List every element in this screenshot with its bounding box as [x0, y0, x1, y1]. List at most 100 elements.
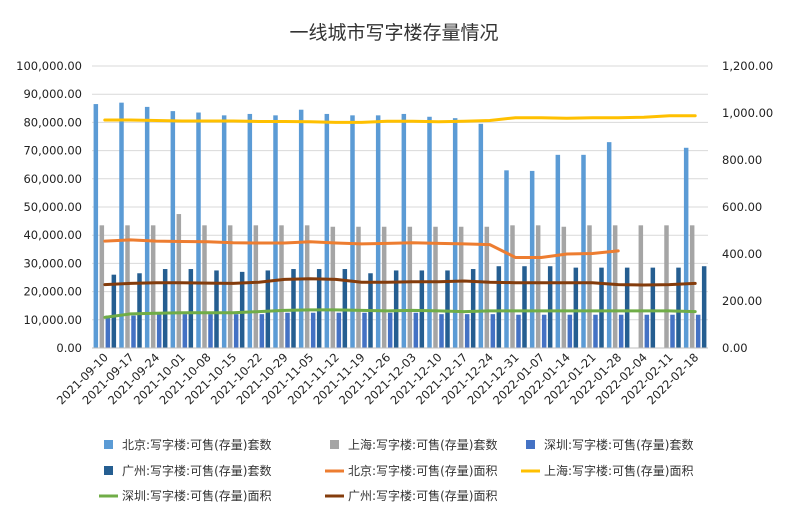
bar	[342, 269, 348, 348]
bar	[279, 225, 284, 348]
bar	[612, 225, 618, 348]
bar	[561, 226, 567, 348]
bar	[362, 312, 367, 348]
bar	[162, 269, 168, 348]
bar	[137, 273, 142, 348]
bar	[413, 312, 419, 348]
legend-label: 北京:写字楼:可售(存量)面积	[348, 463, 497, 478]
bar	[547, 266, 553, 348]
bar	[664, 225, 669, 348]
bar	[407, 226, 413, 348]
y-left-tick-label: 100,000.00	[16, 59, 82, 73]
legend-label: 广州:写字楼:可售(存量)面积	[348, 488, 497, 503]
bar	[650, 267, 656, 348]
bar	[170, 111, 176, 349]
legend-swatch	[526, 440, 535, 449]
bar	[573, 267, 579, 348]
bar	[445, 270, 450, 348]
bar	[330, 226, 336, 348]
bar	[504, 170, 509, 348]
bar	[131, 315, 136, 348]
bar	[247, 113, 253, 348]
legend-label: 深圳:写字楼:可售(存量)套数	[544, 437, 693, 452]
bar	[111, 274, 117, 348]
bar	[259, 314, 265, 348]
bar	[439, 314, 444, 348]
series-line	[103, 114, 697, 124]
bar	[196, 112, 201, 348]
y-left-tick-label: 70,000.00	[23, 144, 82, 158]
y-right-tick-label: 0.00	[722, 341, 748, 355]
bar	[510, 225, 515, 348]
legend-swatch	[104, 466, 113, 475]
bar	[105, 315, 111, 348]
bar	[227, 225, 233, 348]
bar	[689, 225, 695, 348]
bar	[324, 113, 330, 348]
bar	[144, 106, 150, 348]
bar	[125, 225, 130, 348]
y-left-tick-label: 0.00	[56, 341, 82, 355]
bar	[188, 269, 194, 348]
bar	[310, 312, 316, 348]
bar	[587, 225, 592, 348]
y-left-tick-label: 10,000.00	[23, 313, 82, 327]
bar	[150, 225, 156, 348]
bar	[599, 267, 604, 348]
bar	[208, 314, 213, 348]
chart-title: 一线城市写字楼存量情况	[289, 22, 499, 44]
bar	[484, 226, 490, 348]
bar	[99, 225, 105, 348]
bar	[464, 314, 470, 348]
legend-label: 上海:写字楼:可售(存量)面积	[544, 463, 693, 478]
bar	[214, 270, 219, 348]
bar	[541, 314, 547, 348]
bar	[156, 314, 162, 348]
bar	[516, 314, 521, 348]
bar	[618, 314, 624, 348]
y-right-tick-label: 1,000.00	[722, 106, 773, 120]
legend-label: 上海:写字楼:可售(存量)套数	[348, 437, 497, 452]
bar	[470, 269, 476, 348]
bar	[458, 226, 464, 348]
bar	[529, 170, 535, 348]
bar	[683, 147, 689, 348]
y-left-tick-label: 20,000.00	[23, 285, 82, 299]
bar	[253, 225, 259, 348]
bar	[119, 102, 124, 348]
bar	[478, 123, 484, 348]
bar	[350, 115, 355, 348]
y-right-tick-label: 600.00	[722, 200, 762, 214]
bar	[202, 225, 207, 348]
y-left-tick-label: 60,000.00	[23, 172, 82, 186]
y-right-tick-label: 400.00	[722, 247, 762, 261]
bar	[265, 270, 271, 348]
bar	[221, 115, 227, 348]
bar	[452, 118, 458, 348]
bar	[644, 314, 650, 348]
bar	[535, 225, 541, 348]
bar	[555, 154, 561, 348]
legend-label: 北京:写字楼:可售(存量)套数	[122, 437, 271, 452]
bar	[233, 314, 239, 348]
legend-label: 广州:写字楼:可售(存量)套数	[122, 463, 271, 478]
legend-label: 深圳:写字楼:可售(存量)面积	[122, 488, 271, 503]
bar	[387, 312, 393, 348]
bar	[239, 271, 245, 348]
bar	[490, 314, 496, 348]
y-left-tick-label: 90,000.00	[23, 87, 82, 101]
bar	[581, 154, 586, 348]
bar	[298, 109, 304, 349]
bar	[285, 312, 290, 348]
bar	[606, 142, 612, 348]
y-right-tick-label: 1,200.00	[722, 59, 773, 73]
series-line	[103, 308, 697, 319]
y-left-tick-label: 80,000.00	[23, 115, 82, 129]
bar	[375, 115, 381, 348]
bar	[273, 115, 278, 348]
series-line	[103, 277, 697, 287]
bar	[427, 116, 432, 348]
bar	[336, 312, 342, 348]
legend-swatch	[330, 440, 339, 449]
